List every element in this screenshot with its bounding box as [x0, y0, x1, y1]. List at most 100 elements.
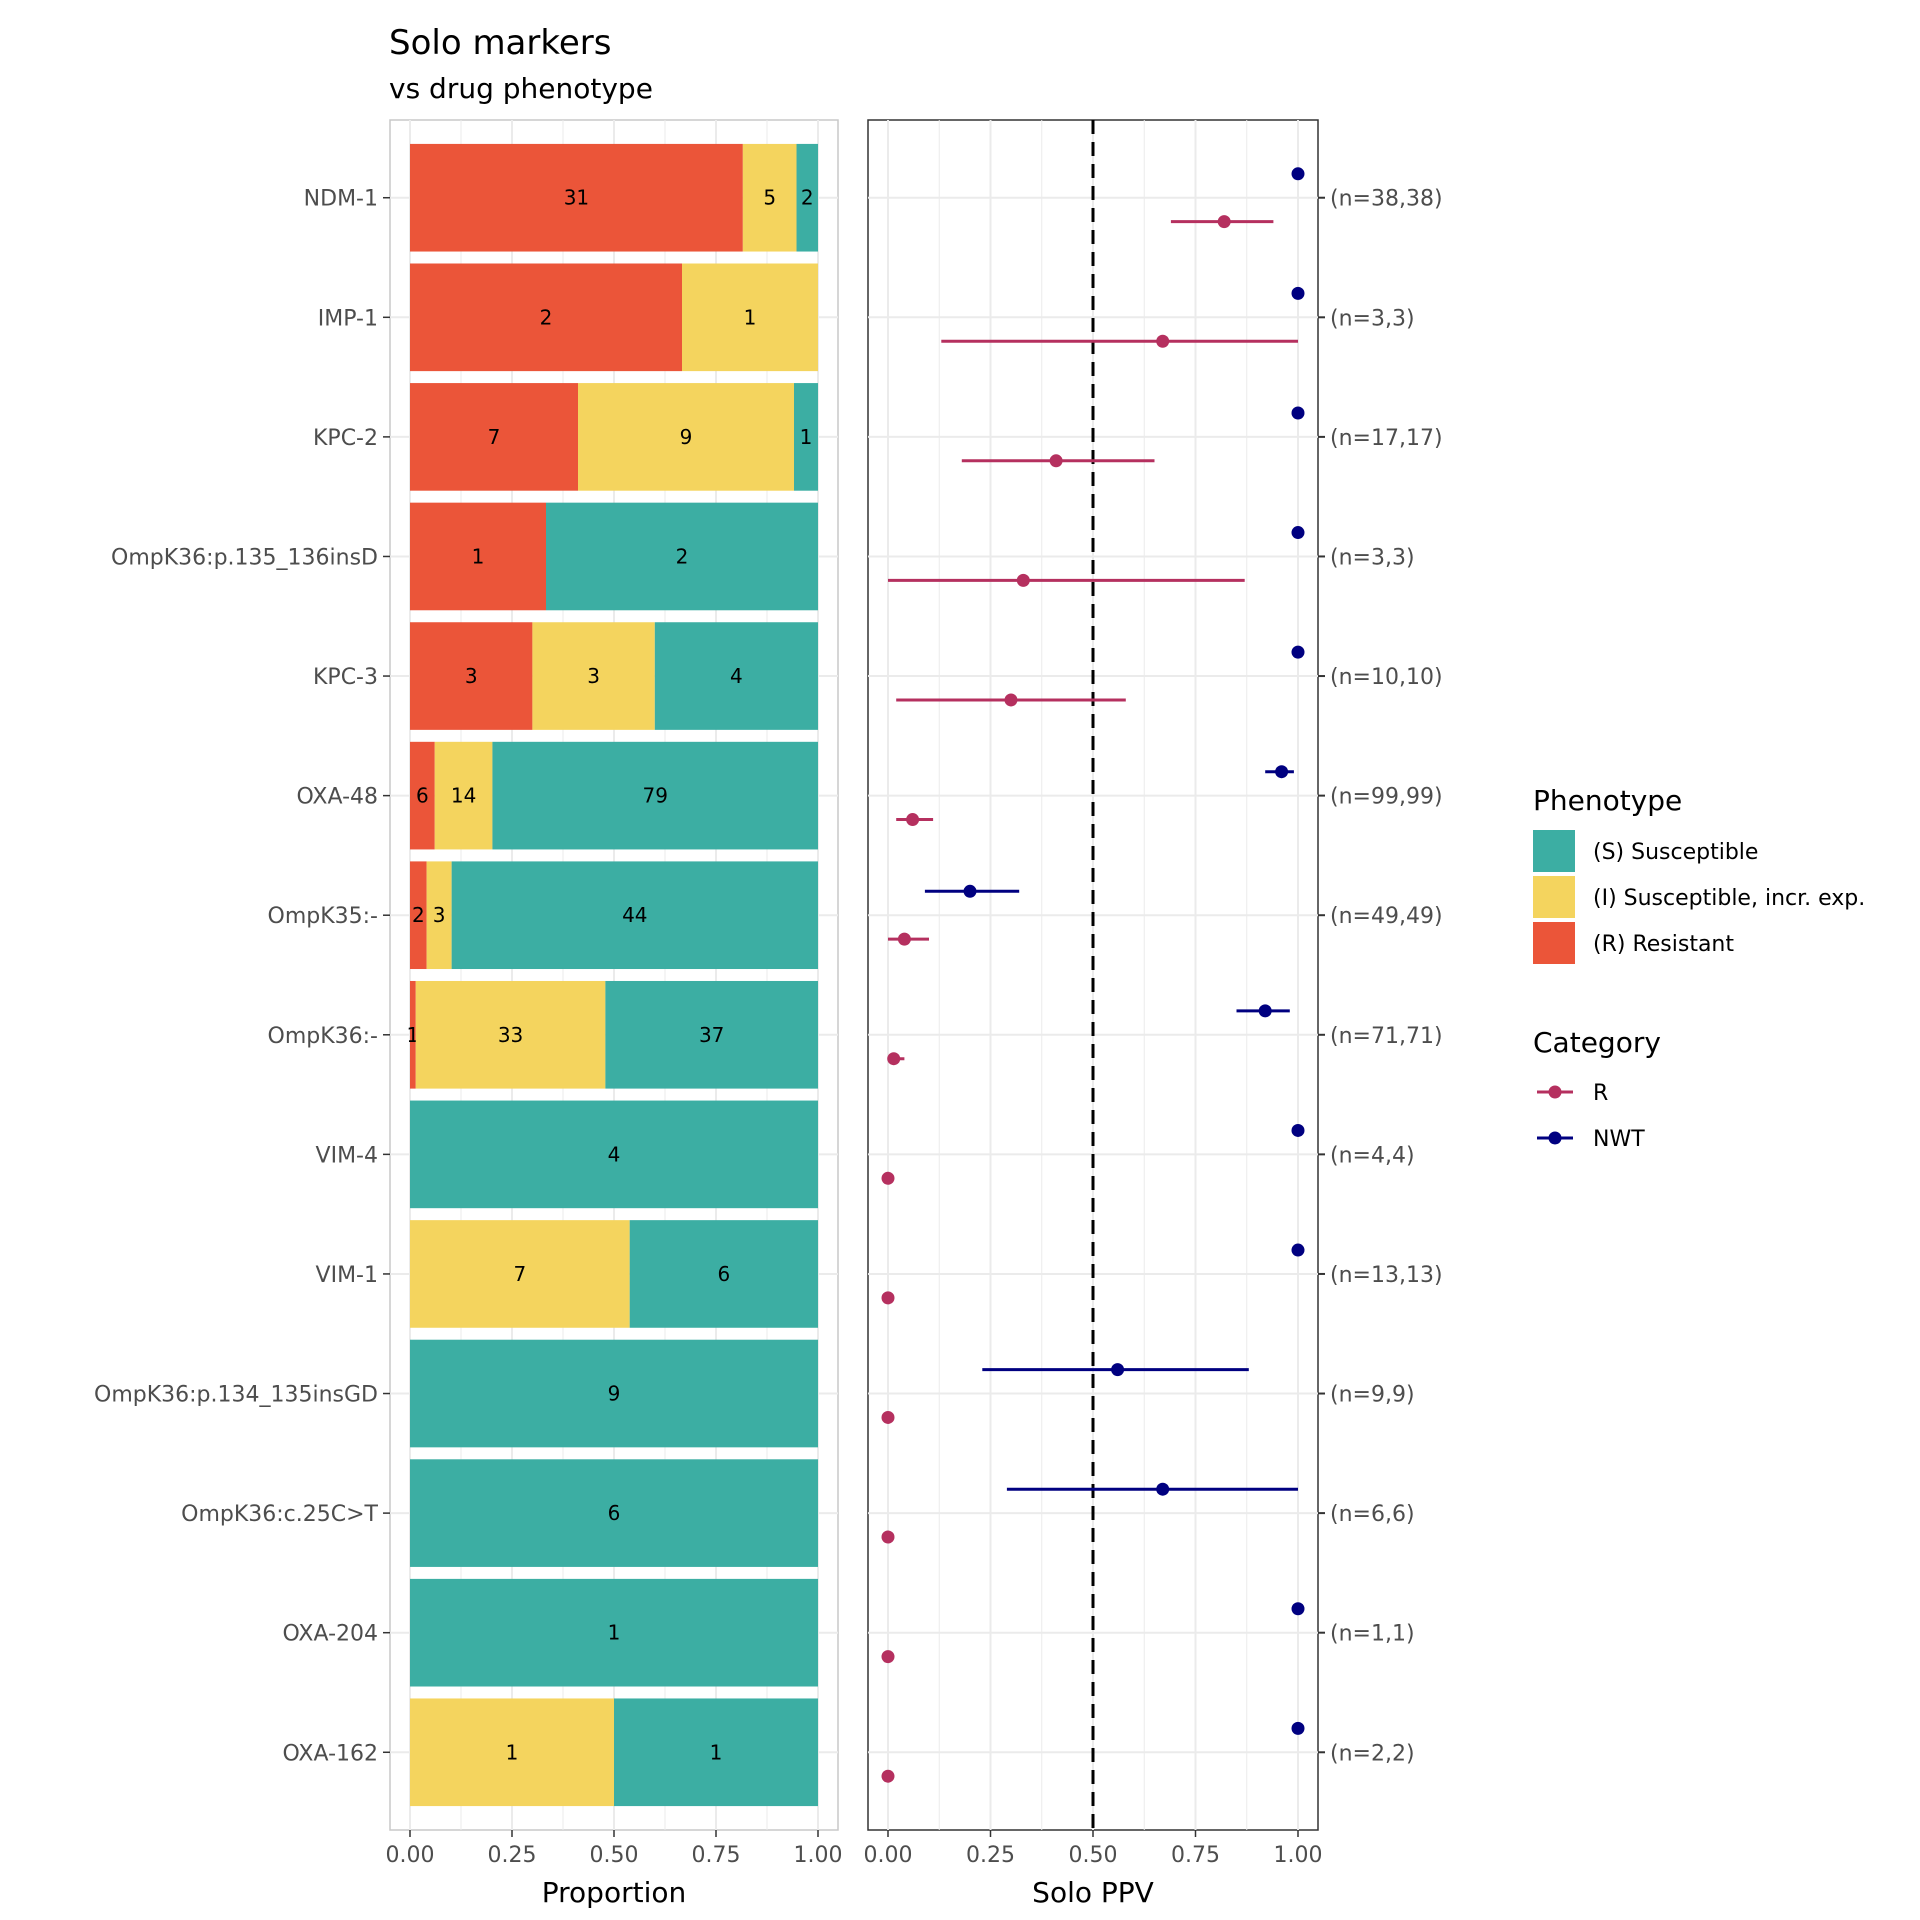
bar-count-label: 3 — [465, 664, 478, 688]
bar-count-label: 1 — [744, 305, 757, 329]
x-tick-label: 0.00 — [386, 1843, 435, 1868]
ppv-panel: (n=38,38) (n=3,3) (n=17,17) (n=3,3) (n=10,10… — [864, 119, 1443, 1909]
bar-segment-S — [410, 1100, 818, 1209]
y-tick-label: NDM-1 — [304, 187, 378, 212]
bar-count-label: 9 — [608, 1382, 621, 1406]
legend-swatch-S — [1533, 830, 1575, 872]
bar-count-label: 2 — [412, 903, 425, 927]
legend-key-point-NWT — [1548, 1131, 1562, 1145]
bar-segment-S — [796, 143, 818, 252]
y-tick-label: KPC-2 — [313, 426, 378, 451]
ppv-point-NWT — [1111, 1363, 1125, 1377]
legend-title-category: Category — [1533, 1026, 1661, 1059]
ppv-point-R — [881, 1530, 895, 1544]
bar-segment-R — [410, 502, 546, 611]
bar-count-label: 1 — [710, 1740, 723, 1764]
bar-count-label: 1 — [608, 1621, 621, 1645]
bar-count-label: 9 — [680, 425, 693, 449]
ppv-point-R — [881, 1410, 895, 1424]
bar-segment-R — [410, 741, 435, 850]
ppv-point-NWT — [1291, 286, 1305, 300]
y-tick-label: OXA-48 — [297, 785, 378, 810]
bar-count-label: 4 — [608, 1142, 621, 1166]
right-axis-label: (n=6,6) — [1330, 1502, 1415, 1527]
bar-count-label: 2 — [676, 544, 689, 568]
ppv-point-NWT — [1156, 1482, 1170, 1496]
x-tick-label: 0.50 — [590, 1843, 639, 1868]
right-axis-label: (n=13,13) — [1330, 1263, 1443, 1288]
bar-segment-R — [410, 980, 416, 1089]
x-axis-title: Proportion — [542, 1876, 686, 1909]
bar-segment-S — [546, 502, 818, 611]
legend-label: NWT — [1593, 1127, 1645, 1152]
bar-segment-I — [434, 741, 493, 850]
right-axis-label: (n=38,38) — [1330, 187, 1443, 212]
bar-count-label: 33 — [498, 1023, 523, 1047]
bar-count-label: 14 — [451, 784, 476, 808]
bar-segment-R — [410, 263, 682, 372]
bar-segment-S — [794, 383, 818, 491]
bar-segment-I — [682, 263, 818, 372]
bar-segment-S — [410, 1578, 818, 1687]
bar-count-label: 2 — [801, 186, 814, 210]
bar-count-label: 44 — [622, 903, 647, 927]
ppv-point-NWT — [1291, 167, 1305, 181]
legend-swatch-I — [1533, 876, 1575, 918]
ppv-point-R — [1049, 454, 1063, 468]
ppv-point-NWT — [1291, 526, 1305, 540]
ppv-point-R — [887, 1052, 901, 1066]
y-tick-label: OXA-204 — [283, 1622, 378, 1647]
ppv-point-R — [1217, 215, 1231, 229]
ppv-point-NWT — [963, 884, 977, 898]
right-axis-label: (n=99,99) — [1330, 785, 1443, 810]
bar-segment-S — [605, 980, 818, 1089]
ppv-point-NWT — [1275, 765, 1289, 779]
ppv-point-R — [881, 1171, 895, 1185]
ppv-point-R — [881, 1650, 895, 1664]
legend-label: (I) Susceptible, incr. exp. — [1593, 886, 1865, 911]
bar-count-label: 4 — [730, 664, 743, 688]
bar-segment-R — [410, 143, 743, 252]
bar-segment-I — [578, 383, 794, 491]
bar-count-label: 6 — [416, 784, 429, 808]
bar-count-label: 1 — [800, 425, 813, 449]
ppv-point-R — [1156, 334, 1170, 348]
x-tick-label: 0.50 — [1069, 1843, 1118, 1868]
legend-swatch-R — [1533, 922, 1575, 964]
legend-label: (S) Susceptible — [1593, 840, 1758, 865]
ppv-point-R — [897, 932, 911, 946]
x-tick-label: 0.25 — [488, 1843, 537, 1868]
bar-segment-I — [742, 143, 797, 252]
ppv-point-R — [1004, 693, 1018, 707]
ppv-point-NWT — [1291, 645, 1305, 659]
bar-count-label: 31 — [564, 186, 589, 210]
bar-segment-S — [492, 741, 818, 850]
bar-segment-S — [451, 861, 818, 970]
right-axis-label: (n=17,17) — [1330, 426, 1443, 451]
bar-count-label: 2 — [540, 305, 553, 329]
y-tick-label: OmpK36:p.134_135insGD — [94, 1383, 378, 1408]
ppv-point-NWT — [1291, 406, 1305, 420]
chart-subtitle: vs drug phenotype — [389, 72, 653, 105]
bar-segment-I — [532, 622, 655, 730]
x-tick-label: 0.25 — [966, 1843, 1015, 1868]
x-tick-label: 0.75 — [1171, 1843, 1220, 1868]
bar-segment-R — [410, 622, 533, 730]
right-axis-label: (n=49,49) — [1330, 904, 1443, 929]
bar-count-label: 7 — [488, 425, 501, 449]
x-tick-label: 1.00 — [1274, 1843, 1323, 1868]
bar-count-label: 37 — [699, 1023, 724, 1047]
y-tick-label: OXA-162 — [283, 1741, 378, 1766]
bar-count-label: 3 — [587, 664, 600, 688]
y-tick-label: OmpK36:- — [268, 1024, 378, 1049]
bar-count-label: 5 — [763, 186, 776, 210]
bar-count-label: 7 — [513, 1262, 526, 1286]
y-tick-label: OmpK35:- — [268, 904, 378, 929]
right-axis-label: (n=3,3) — [1330, 545, 1415, 570]
right-axis-label: (n=2,2) — [1330, 1741, 1415, 1766]
bar-segment-R — [410, 383, 578, 491]
bar-segment-R — [410, 861, 427, 970]
y-tick-label: VIM-4 — [316, 1143, 378, 1168]
right-axis-label: (n=1,1) — [1330, 1622, 1415, 1647]
